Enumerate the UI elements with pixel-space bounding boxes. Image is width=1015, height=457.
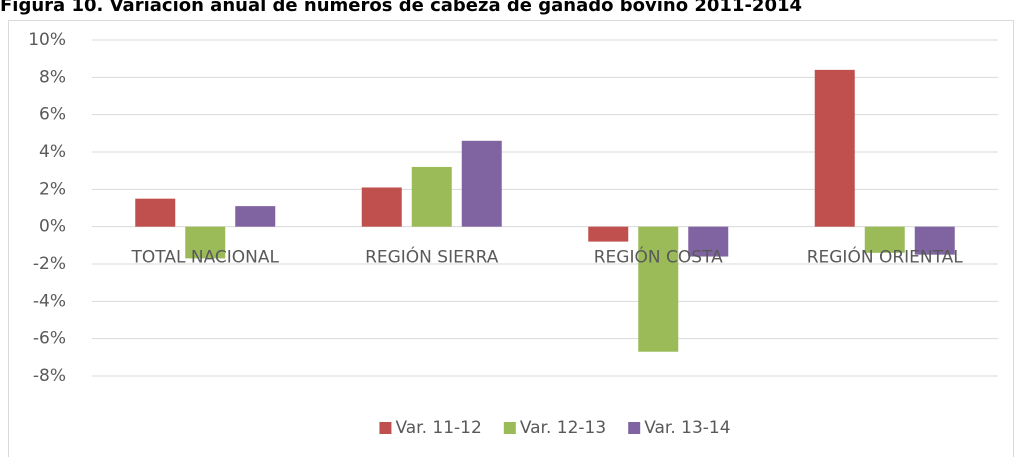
x-tick-label: TOTAL NACIONAL xyxy=(131,248,280,268)
bar xyxy=(461,140,502,227)
bar xyxy=(235,206,276,227)
y-tick-label: -4% xyxy=(33,291,66,311)
y-tick-label: -2% xyxy=(33,254,66,274)
y-tick-label: 4% xyxy=(39,142,66,162)
y-tick-label: -6% xyxy=(33,329,66,349)
y-tick-label: 8% xyxy=(39,67,66,87)
legend-label: Var. 13-14 xyxy=(644,418,730,438)
x-tick-label: REGIÓN COSTA xyxy=(594,246,723,268)
y-tick-label: 10% xyxy=(28,30,66,50)
bar xyxy=(688,226,729,257)
bar xyxy=(361,187,402,227)
bar xyxy=(638,226,679,352)
bar xyxy=(864,226,905,253)
chart-frame xyxy=(8,20,1014,457)
y-tick-label: 0% xyxy=(39,217,66,237)
bar xyxy=(185,226,226,259)
legend-label: Var. 11-12 xyxy=(395,418,481,438)
chart-title: Figura 10. Variación anual de números de… xyxy=(0,0,802,16)
legend-swatch xyxy=(379,422,392,434)
y-tick-label: 6% xyxy=(39,105,66,125)
bar xyxy=(914,226,955,255)
bar xyxy=(135,198,176,227)
legend-swatch xyxy=(503,422,516,434)
legend-label: Var. 12-13 xyxy=(520,418,606,438)
bar xyxy=(814,69,855,227)
legend-swatch xyxy=(628,422,641,434)
y-tick-label: 2% xyxy=(39,179,66,199)
x-tick-label: REGIÓN ORIENTAL xyxy=(807,246,964,268)
bar xyxy=(411,166,452,227)
x-tick-label: REGIÓN SIERRA xyxy=(365,246,499,268)
y-tick-label: -8% xyxy=(33,366,66,386)
bar xyxy=(588,226,629,242)
